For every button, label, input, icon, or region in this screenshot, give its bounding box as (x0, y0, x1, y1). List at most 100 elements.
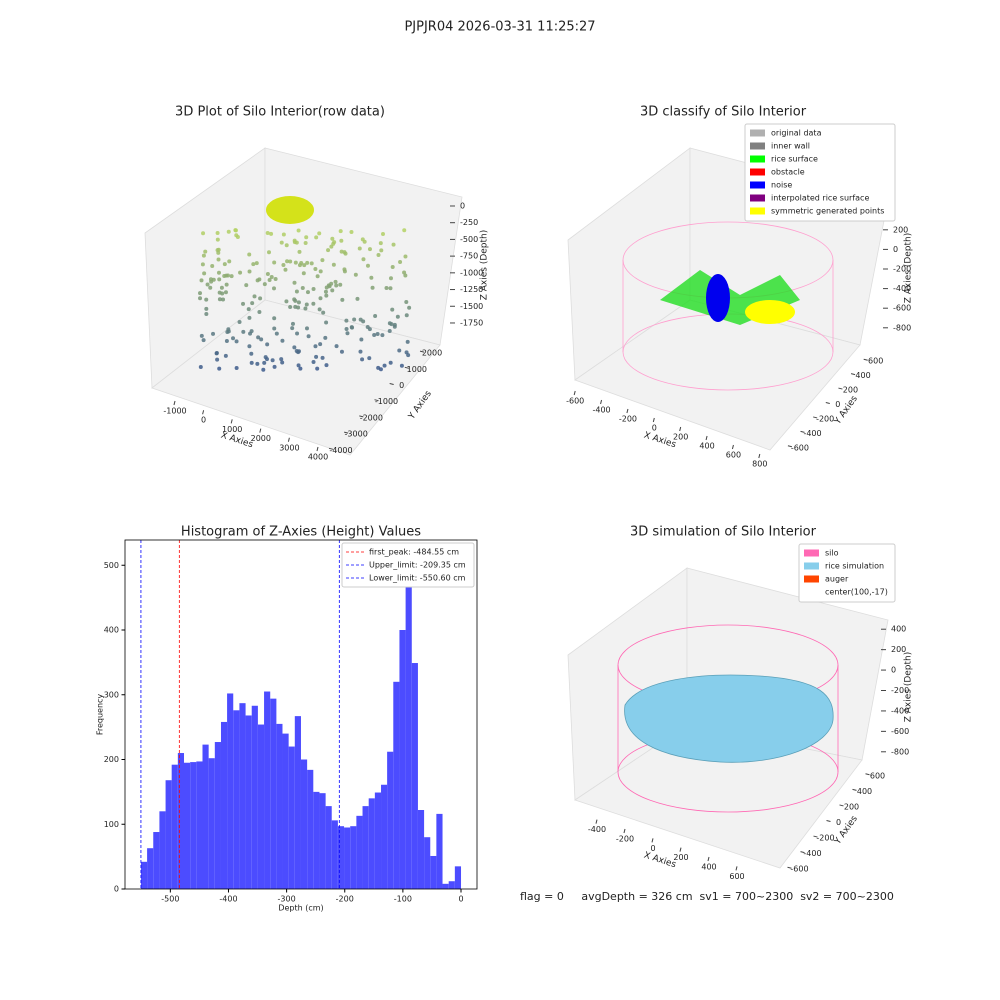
bar (276, 723, 283, 889)
point-cloud (252, 294, 257, 299)
point-cloud (330, 288, 335, 293)
bar (313, 791, 320, 889)
point-cloud (305, 260, 310, 265)
point-cloud (359, 337, 364, 342)
point-cloud (391, 242, 396, 247)
point-cloud (318, 342, 323, 347)
point-cloud (343, 251, 348, 256)
point-cloud (358, 349, 363, 354)
bar (177, 753, 185, 889)
point-cloud (257, 277, 262, 282)
point-cloud (283, 267, 288, 272)
point-cloud (284, 299, 289, 304)
point-cloud (223, 353, 228, 358)
point-cloud (217, 366, 222, 371)
point-cloud (204, 312, 209, 317)
x-tick (573, 390, 576, 396)
y-tick-label: 600 (870, 771, 885, 780)
legend-swatch (750, 207, 765, 215)
point-cloud (352, 317, 357, 322)
point-cloud (317, 307, 322, 312)
point-cloud (295, 331, 300, 336)
point-cloud (334, 344, 339, 349)
y-tick (374, 399, 379, 402)
bar (356, 815, 363, 889)
y-axis-label: Y Axies (832, 394, 860, 427)
point-cloud (217, 290, 222, 295)
point-cloud (292, 297, 297, 302)
point-cloud (256, 335, 261, 340)
point-cloud (353, 272, 358, 277)
legend-label: interpolated rice surface (771, 194, 869, 203)
point-cloud (258, 296, 263, 301)
y-tick (419, 350, 425, 353)
z-tick-label: -400 (891, 706, 909, 715)
x-tick-label: -200 (616, 835, 634, 844)
y-tick (825, 402, 830, 404)
point-cloud (406, 353, 411, 358)
point-cloud (266, 250, 271, 255)
x-tick (679, 426, 682, 432)
point-cloud (397, 348, 402, 353)
point-cloud (301, 271, 306, 276)
point-cloud (225, 273, 230, 278)
point-cloud (241, 301, 246, 306)
legend-label: obstacle (771, 168, 805, 177)
bar (147, 848, 154, 889)
y-tick-label: 400 (855, 371, 870, 380)
point-cloud (358, 317, 363, 322)
point-cloud (247, 252, 252, 257)
point-cloud (402, 270, 407, 275)
y-tick (863, 358, 868, 361)
point-cloud (344, 327, 349, 332)
x-tick-label: -400 (588, 825, 606, 834)
point-cloud (321, 310, 326, 315)
point-cloud (259, 337, 264, 342)
y-tick-label: 300 (104, 690, 119, 699)
x-tick-label: -300 (278, 895, 296, 904)
point-cloud (288, 259, 293, 264)
x-tick (651, 838, 654, 843)
y-axis-label: Y Axies (406, 389, 434, 422)
y-tick (800, 430, 805, 433)
y-tick (787, 445, 793, 448)
z-tick-label: -1250 (460, 285, 483, 294)
point-cloud (379, 248, 384, 253)
point-cloud (272, 364, 277, 369)
bar (159, 811, 166, 889)
point-cloud (274, 331, 279, 336)
point-cloud (265, 272, 270, 277)
y-tick-label: -400 (803, 849, 821, 858)
z-tick-label: 0 (891, 666, 896, 675)
y-axis-label: Frequency (96, 694, 105, 736)
point-cloud (355, 296, 360, 301)
point-cloud (370, 285, 375, 290)
z-tick-label: -250 (460, 218, 478, 227)
point-cloud (229, 274, 234, 279)
point-cloud (221, 297, 226, 302)
point-cloud (247, 344, 252, 349)
x-tick-label: -1000 (163, 407, 186, 416)
x-tick-label: -200 (336, 895, 354, 904)
point-cloud (323, 289, 328, 294)
point-cloud (249, 351, 254, 356)
point-cloud (323, 335, 328, 340)
x-tick-label: 200 (673, 853, 688, 862)
point-cloud (395, 314, 400, 319)
point-cloud (388, 286, 393, 291)
point-cloud (387, 321, 392, 326)
y-tick (344, 431, 349, 434)
point-cloud (199, 333, 204, 338)
x-tick (600, 399, 603, 405)
point-cloud (272, 260, 277, 265)
y-tick (328, 447, 334, 450)
legend-swatch (804, 549, 819, 557)
point-cloud (290, 321, 295, 326)
bar (307, 769, 314, 889)
point-cloud (199, 278, 204, 283)
x-tick-label: 600 (726, 451, 741, 460)
point-cloud (311, 301, 316, 306)
point-cloud (315, 274, 320, 279)
y-tick-label: 400 (104, 626, 119, 635)
